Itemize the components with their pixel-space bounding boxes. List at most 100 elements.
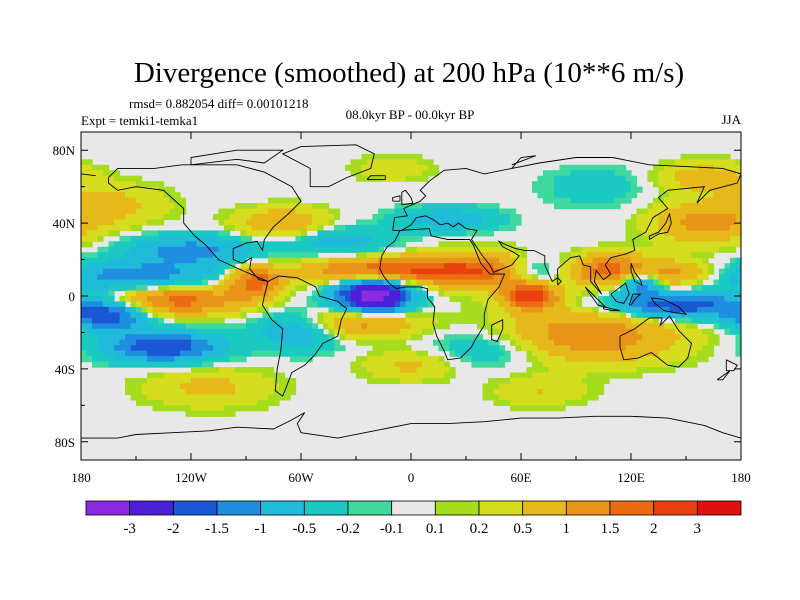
field-cell xyxy=(680,219,687,226)
field-cell xyxy=(405,153,412,160)
field-cell xyxy=(180,268,187,275)
field-cell xyxy=(499,350,506,357)
field-cell xyxy=(251,323,258,330)
field-cell xyxy=(493,252,500,259)
field-cell xyxy=(416,252,423,259)
field-cell xyxy=(647,274,654,281)
coastline-segment xyxy=(366,175,386,180)
field-cell xyxy=(400,203,407,210)
field-cell xyxy=(482,317,489,324)
field-cell xyxy=(130,214,137,221)
field-cell xyxy=(180,405,187,412)
field-cell xyxy=(301,230,308,237)
field-cell xyxy=(658,345,665,352)
field-cell xyxy=(339,274,346,281)
field-cell xyxy=(301,208,308,215)
field-cell xyxy=(207,378,214,385)
field-cell xyxy=(427,323,434,330)
field-cell xyxy=(262,219,269,226)
field-cell xyxy=(136,279,143,286)
field-cell xyxy=(86,345,93,352)
field-cell xyxy=(273,230,280,237)
field-cell xyxy=(361,334,368,341)
field-cell xyxy=(669,175,676,182)
field-cell xyxy=(97,219,104,226)
field-cell xyxy=(301,268,308,275)
field-cell xyxy=(691,235,698,242)
field-cell xyxy=(224,388,231,395)
field-cell xyxy=(669,279,676,286)
field-cell xyxy=(378,339,385,346)
field-cell xyxy=(103,214,110,221)
field-cell xyxy=(317,257,324,264)
field-cell xyxy=(576,296,583,303)
field-cell xyxy=(295,252,302,259)
field-cell xyxy=(526,383,533,390)
field-cell xyxy=(702,197,709,204)
coastline-segment xyxy=(379,228,506,361)
field-cell xyxy=(680,224,687,231)
field-cell xyxy=(290,224,297,231)
field-cell xyxy=(653,181,660,188)
field-cell xyxy=(361,296,368,303)
field-cell xyxy=(482,219,489,226)
field-cell xyxy=(460,241,467,248)
field-cell xyxy=(103,257,110,264)
field-cell xyxy=(323,246,330,253)
field-cell xyxy=(653,328,660,335)
field-cell xyxy=(163,296,170,303)
field-cell xyxy=(356,372,363,379)
field-cell xyxy=(196,257,203,264)
field-cell xyxy=(559,197,566,204)
field-cell xyxy=(444,367,451,374)
field-cell xyxy=(565,350,572,357)
field-cell xyxy=(609,285,616,292)
field-cell xyxy=(548,339,555,346)
field-cell xyxy=(130,339,137,346)
field-cell xyxy=(394,378,401,385)
field-cell xyxy=(284,279,291,286)
field-cell xyxy=(163,290,170,297)
field-cell xyxy=(372,356,379,363)
field-cell xyxy=(636,361,643,368)
field-cell xyxy=(482,203,489,210)
field-cell xyxy=(180,230,187,237)
field-cell xyxy=(130,378,137,385)
field-cell xyxy=(526,378,533,385)
field-cell xyxy=(730,246,737,253)
field-cell xyxy=(477,312,484,319)
field-cell xyxy=(658,208,665,215)
field-cell xyxy=(466,279,473,286)
field-cell xyxy=(119,356,126,363)
field-cell xyxy=(295,203,302,210)
field-cell xyxy=(378,263,385,270)
field-cell xyxy=(477,296,484,303)
field-cell xyxy=(735,323,741,330)
field-cell xyxy=(136,301,143,308)
field-cell xyxy=(163,339,170,346)
field-cell xyxy=(532,328,539,335)
coastline-segment xyxy=(190,149,285,166)
y-tick-label: 80N xyxy=(53,143,76,158)
field-cell xyxy=(279,197,286,204)
field-cell xyxy=(466,306,473,313)
field-cell xyxy=(702,356,709,363)
field-cell xyxy=(317,279,324,286)
field-cell xyxy=(367,301,374,308)
field-cell xyxy=(609,241,616,248)
field-cell xyxy=(719,219,726,226)
field-cell xyxy=(686,175,693,182)
field-cell xyxy=(229,312,236,319)
field-cell xyxy=(240,328,247,335)
field-cell xyxy=(290,383,297,390)
field-cell xyxy=(108,246,115,253)
field-cell xyxy=(570,394,577,401)
field-cell xyxy=(691,186,698,193)
field-cell xyxy=(202,405,209,412)
field-cell xyxy=(537,339,544,346)
field-cell xyxy=(169,394,176,401)
field-cell xyxy=(669,246,676,253)
field-cell xyxy=(499,356,506,363)
field-cell xyxy=(147,192,154,199)
field-cell xyxy=(251,367,258,374)
